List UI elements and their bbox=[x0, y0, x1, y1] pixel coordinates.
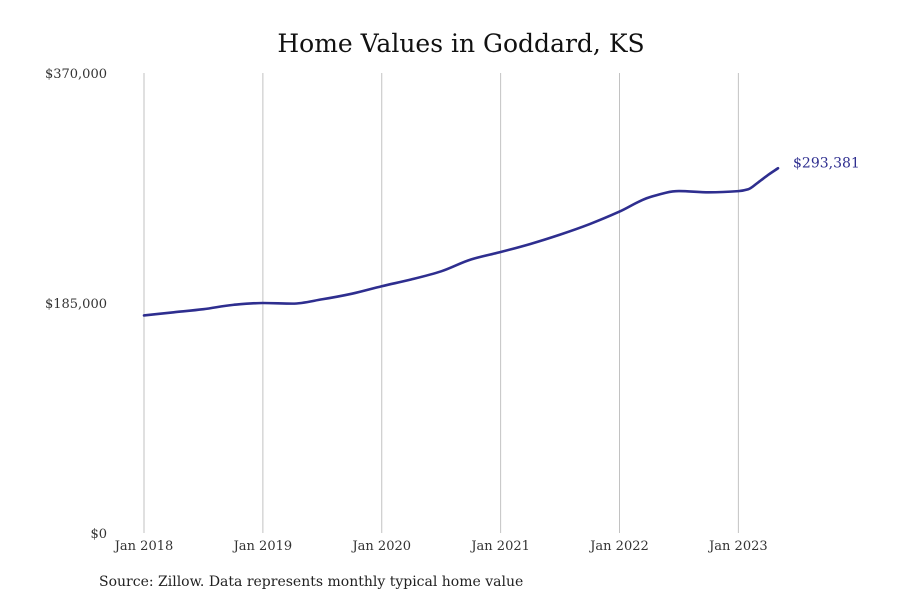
x-tick-label: Jan 2023 bbox=[707, 539, 768, 554]
x-tick-label: Jan 2021 bbox=[469, 539, 530, 554]
x-tick-label: Jan 2022 bbox=[588, 539, 649, 554]
y-tick-label: $185,000 bbox=[45, 297, 107, 312]
plot-area: $293,381 bbox=[142, 155, 860, 317]
chart-title: Home Values in Goddard, KS bbox=[277, 29, 644, 58]
gridlines bbox=[143, 73, 739, 533]
y-axis: $0 $185,000 $370,000 bbox=[45, 67, 107, 542]
series-line bbox=[142, 166, 780, 317]
y-tick-label: $0 bbox=[90, 527, 107, 542]
source-note: Source: Zillow. Data represents monthly … bbox=[99, 574, 523, 590]
x-tick-label: Jan 2020 bbox=[350, 539, 411, 554]
end-value-label: $293,381 bbox=[793, 155, 860, 171]
x-axis: Jan 2018 Jan 2019 Jan 2020 Jan 2021 Jan 2022… bbox=[113, 539, 768, 554]
y-tick-label: $370,000 bbox=[45, 67, 107, 82]
x-tick-label: Jan 2018 bbox=[113, 539, 174, 554]
x-tick-label: Jan 2019 bbox=[232, 539, 293, 554]
